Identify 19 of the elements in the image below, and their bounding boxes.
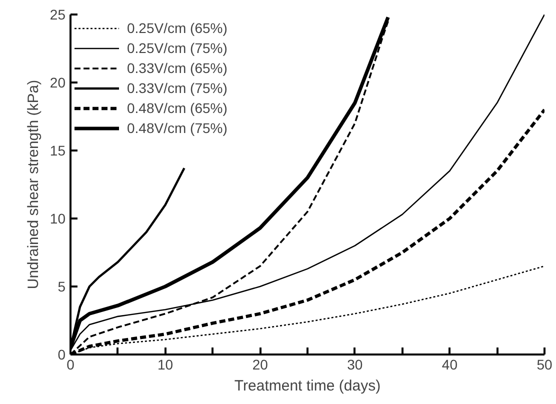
- x-tick-label: 20: [252, 356, 268, 372]
- y-tick-label: 0: [58, 346, 66, 362]
- y-tick-label: 15: [50, 142, 66, 158]
- legend-label: 0.33V/cm (75%): [127, 80, 228, 96]
- legend-label: 0.48V/cm (75%): [127, 120, 228, 136]
- x-tick-label: 50: [536, 356, 552, 372]
- legend-label: 0.25V/cm (65%): [127, 20, 228, 36]
- x-axis-title: Treatment time (days): [234, 378, 381, 394]
- legend-label: 0.25V/cm (75%): [127, 40, 228, 56]
- x-tick-label: 10: [158, 356, 174, 372]
- y-tick-label: 20: [50, 74, 66, 90]
- legend-label: 0.33V/cm (65%): [127, 60, 228, 76]
- y-tick-label: 25: [50, 6, 66, 22]
- x-tick-label: 30: [347, 356, 363, 372]
- y-tick-label: 5: [58, 278, 66, 294]
- y-tick-label: 10: [50, 210, 66, 226]
- legend-label: 0.48V/cm (65%): [127, 100, 228, 116]
- y-axis-title: Undrained shear strength (kPa): [24, 80, 42, 290]
- x-tick-label: 40: [442, 356, 458, 372]
